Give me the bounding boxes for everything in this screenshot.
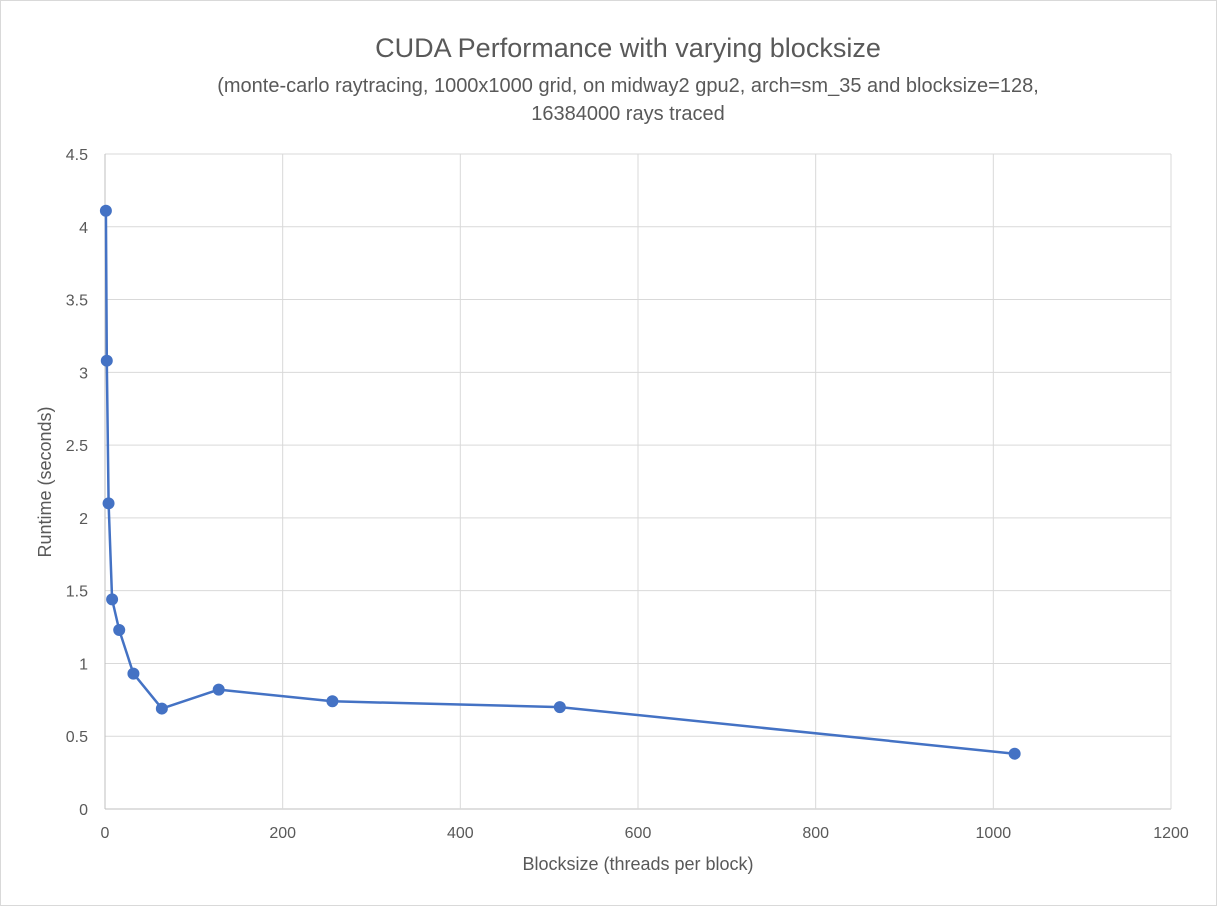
- y-tick-label: 1: [79, 656, 88, 673]
- y-tick-label: 4.5: [66, 147, 88, 164]
- x-tick-label: 400: [447, 825, 474, 842]
- data-point: [326, 695, 339, 708]
- x-tick-label: 800: [802, 825, 829, 842]
- x-tick-label: 1000: [976, 825, 1012, 842]
- series-line: [104, 210, 1015, 755]
- y-tick-label: 2.5: [66, 438, 88, 455]
- y-tick-label: 0.5: [66, 729, 88, 746]
- x-tick-label: 0: [101, 825, 110, 842]
- chart-title: CUDA Performance with varying blocksize: [375, 33, 881, 63]
- chart-subtitle-line-2: 16384000 rays traced: [531, 103, 724, 125]
- y-tick-label: 4: [79, 220, 88, 237]
- data-point: [106, 593, 119, 606]
- y-tick-label: 0: [79, 802, 88, 819]
- data-point: [553, 701, 566, 714]
- data-point: [127, 667, 140, 680]
- x-tick-label: 1200: [1153, 825, 1189, 842]
- data-point: [113, 623, 126, 636]
- x-axis-label: Blocksize (threads per block): [522, 854, 753, 874]
- y-tick-label: 3: [79, 365, 88, 382]
- y-tick-label: 3.5: [66, 293, 88, 310]
- tick-labels: 0 0.5 1 1.5 2 2.5 3 3.5 4 4.5 0 200 400 600 800 1000 120…: [66, 147, 1189, 842]
- gridlines: [104, 153, 1172, 810]
- data-point: [100, 354, 113, 367]
- data-point: [212, 683, 225, 696]
- x-tick-label: 600: [625, 825, 652, 842]
- data-series: [99, 204, 1021, 760]
- data-point: [102, 497, 115, 510]
- y-tick-label: 2: [79, 511, 88, 528]
- chart-subtitle-line-1: (monte-carlo raytracing, 1000x1000 grid,…: [217, 75, 1039, 97]
- y-tick-label: 1.5: [66, 584, 88, 601]
- x-tick-label: 200: [269, 825, 296, 842]
- data-point: [1008, 747, 1021, 760]
- data-point: [99, 204, 112, 217]
- data-point: [155, 702, 168, 715]
- y-axis-label: Runtime (seconds): [35, 406, 55, 557]
